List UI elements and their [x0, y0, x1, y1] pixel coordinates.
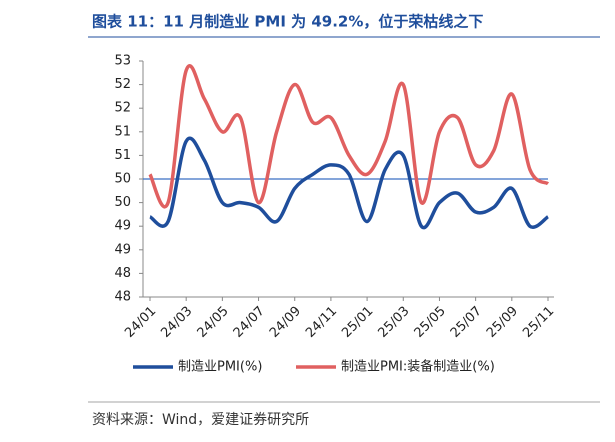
x-tick-label: 25/05 [412, 304, 449, 341]
x-tick-label: 24/07 [231, 304, 268, 341]
x-tick-label: 24/03 [158, 304, 195, 341]
y-tick-label: 51 [114, 148, 131, 163]
x-tick-label: 25/07 [448, 304, 485, 341]
x-tick-label: 24/05 [195, 304, 232, 341]
x-tick-label: 24/01 [122, 304, 159, 341]
y-tick-label: 50 [114, 195, 131, 210]
legend-label: 制造业PMI(%) [178, 360, 262, 375]
y-tick-label: 48 [114, 290, 131, 305]
y-tick-label: 52 [114, 77, 131, 92]
x-tick-label: 25/01 [339, 304, 376, 341]
legend-label: 制造业PMI:装备制造业(%) [341, 359, 495, 375]
x-tick-label: 24/11 [303, 304, 340, 341]
source: 资料来源：Wind，爱建证券研究所 [92, 412, 309, 428]
x-tick-label: 24/09 [267, 304, 304, 341]
series-line [149, 136, 550, 230]
y-tick-label: 49 [114, 242, 131, 257]
y-tick-label: 51 [114, 124, 131, 139]
chart-title: 图表 11：11 月制造业 PMI 为 49.2%，位于荣枯线之下 [92, 13, 483, 31]
x-tick-label: 25/11 [520, 304, 557, 341]
y-tick-label: 53 [114, 54, 131, 69]
x-tick-label: 25/09 [484, 304, 521, 341]
y-tick-label: 52 [114, 101, 131, 116]
series-line [148, 64, 550, 209]
y-tick-label: 49 [114, 219, 131, 234]
y-tick-label: 48 [114, 266, 131, 281]
y-tick-label: 50 [114, 172, 131, 187]
x-tick-label: 25/03 [375, 304, 412, 341]
